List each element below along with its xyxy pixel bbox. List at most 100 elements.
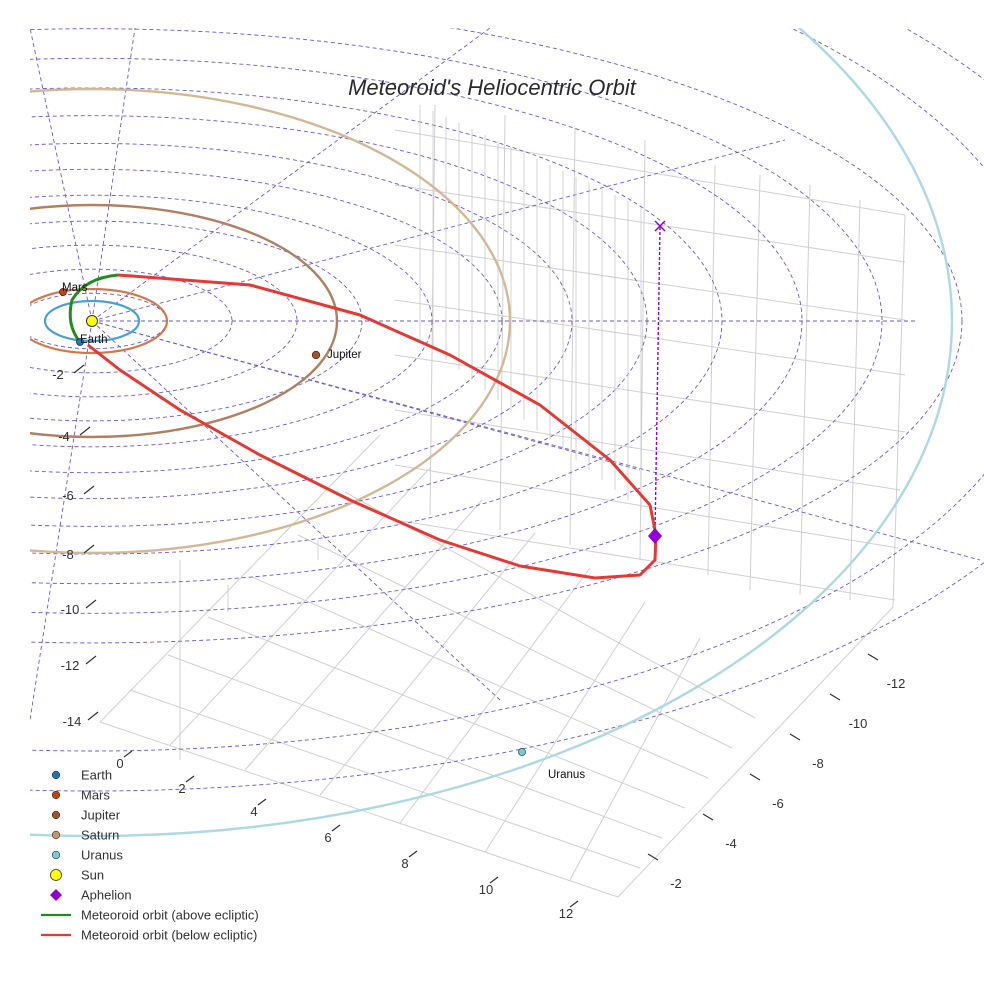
box-grid-line — [319, 532, 536, 796]
z-tick-label: -6 — [62, 488, 74, 503]
grid-ring — [30, 28, 963, 644]
box-grid-line — [484, 601, 646, 853]
x-tick-mark — [408, 850, 418, 858]
x-tick-label: 8 — [401, 856, 408, 871]
x-tick-mark — [123, 750, 133, 758]
orbit-drop-lines — [419, 105, 661, 536]
box-grid-line — [394, 519, 896, 601]
box-grid-line — [569, 637, 701, 881]
y-tick-mark — [867, 653, 879, 661]
chart-title: Meteoroid's Heliocentric Orbit — [348, 75, 637, 100]
legend-swatch — [50, 869, 62, 881]
legend-item: Sun — [50, 868, 104, 883]
z-tick-label: -2 — [52, 367, 64, 382]
sun-marker — [86, 315, 98, 327]
legend-swatch — [51, 770, 61, 780]
x-tick-mark — [185, 775, 195, 783]
meteoroid-orbit-below — [87, 273, 658, 580]
z-tick-mark — [85, 599, 97, 609]
legend: Earth Mars Jupiter Saturn Uranus Sun Aphelion M… — [41, 768, 259, 943]
grid-spoke — [91, 28, 136, 322]
z-tick-mark — [73, 364, 85, 374]
x-tick-mark — [331, 824, 341, 832]
box-grid-line — [617, 606, 894, 898]
grid-spoke — [30, 320, 93, 721]
legend-swatch — [51, 830, 61, 840]
box-grid-line — [849, 199, 861, 601]
z-tick-label: -4 — [58, 429, 70, 444]
legend-item: Earth — [51, 768, 112, 783]
box-grid-line — [169, 467, 431, 746]
x-tick-mark — [569, 900, 579, 908]
y-tick-label: -12 — [887, 676, 906, 691]
legend-swatch — [50, 889, 62, 901]
legend-label: Uranus — [81, 848, 123, 863]
box-grid-line — [749, 174, 761, 591]
box-grid-line — [297, 534, 733, 749]
legend-item: Uranus — [51, 848, 123, 863]
x-tick-mark — [257, 798, 267, 806]
grid-ring — [30, 28, 883, 614]
grid-ring — [30, 220, 363, 422]
box-grid-line — [394, 299, 906, 376]
box-grid-line — [399, 567, 591, 824]
legend-label: Sun — [81, 868, 104, 883]
x-tick-label: 12 — [559, 906, 573, 921]
box-grid-line — [394, 409, 901, 491]
x-tick-mark — [489, 876, 499, 884]
z-tick-mark — [83, 485, 95, 495]
legend-label: Saturn — [81, 828, 119, 843]
legend-item: Saturn — [51, 828, 119, 843]
box-grid-line — [499, 114, 506, 531]
z-tick-label: -12 — [61, 658, 80, 673]
planet-orbits — [30, 28, 953, 838]
box-grid-line — [167, 654, 663, 839]
box-grid-line — [244, 499, 483, 771]
meteoroid-orbit-above — [68, 273, 119, 343]
box-grid-line — [394, 354, 906, 433]
label-jupiter: Jupiter — [327, 349, 362, 361]
markers: Mars Earth Jupiter Uranus — [59, 220, 666, 781]
legend-item: Meteoroid orbit (above ecliptic) — [41, 908, 259, 923]
mars-marker — [59, 288, 67, 296]
legend-item: Jupiter — [51, 808, 121, 823]
y-tick-mark — [789, 733, 801, 741]
x-tick-label: 10 — [479, 882, 493, 897]
z-tick-mark — [85, 655, 97, 665]
z-tick-mark — [79, 426, 91, 436]
grid-ring — [30, 28, 984, 792]
jupiter-orbit — [30, 203, 339, 439]
x-tick-label: 2 — [178, 781, 185, 796]
y-tick-label: -10 — [849, 716, 868, 731]
legend-item: Mars — [51, 788, 110, 803]
y-tick-label: -8 — [812, 756, 824, 771]
legend-label: Jupiter — [81, 808, 121, 823]
box-grid-line — [394, 129, 906, 216]
earth-orbit — [43, 299, 141, 343]
box-grid — [99, 104, 906, 898]
uranus-orbit — [30, 28, 953, 838]
y-tick-mark — [702, 813, 714, 821]
legend-swatch — [51, 810, 61, 820]
legend-label: Meteoroid orbit (below ecliptic) — [81, 928, 257, 943]
z-tick-mark — [83, 544, 95, 554]
z-tick-label: -10 — [61, 602, 80, 617]
box-grid-line — [799, 184, 811, 596]
box-grid-line — [707, 164, 716, 576]
legend-label: Earth — [81, 768, 112, 783]
grid-ring — [30, 28, 984, 752]
label-mars: Mars — [62, 282, 88, 294]
legend-label: Aphelion — [81, 888, 132, 903]
ecliptic-polar-grid — [30, 28, 984, 792]
z-tick-mark — [87, 711, 99, 721]
x-tick-label: 4 — [250, 804, 257, 819]
box-grid-line — [99, 434, 381, 723]
box-grid-line — [394, 244, 906, 321]
box-grid-line — [394, 184, 906, 263]
y-tick-label: -6 — [772, 796, 784, 811]
legend-item: Meteoroid orbit (below ecliptic) — [41, 928, 257, 943]
aphelion-drop-line — [654, 225, 661, 536]
legend-label: Meteoroid orbit (above ecliptic) — [81, 908, 259, 923]
legend-label: Mars — [81, 788, 110, 803]
